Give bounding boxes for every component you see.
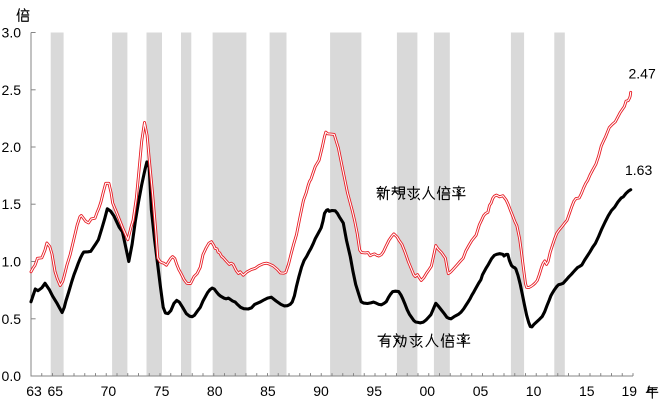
svg-text:19: 19 — [622, 383, 638, 399]
svg-text:15: 15 — [579, 383, 595, 399]
svg-text:75: 75 — [154, 383, 170, 399]
svg-text:00: 00 — [420, 383, 436, 399]
svg-text:63: 63 — [26, 383, 42, 399]
svg-text:1.63: 1.63 — [625, 162, 652, 178]
svg-text:0.5: 0.5 — [2, 311, 22, 327]
svg-text:2.5: 2.5 — [2, 82, 22, 98]
svg-text:85: 85 — [260, 383, 276, 399]
svg-text:80: 80 — [207, 383, 223, 399]
svg-text:0.0: 0.0 — [2, 368, 22, 384]
svg-text:3.0: 3.0 — [2, 25, 22, 41]
svg-text:05: 05 — [473, 383, 489, 399]
svg-text:65: 65 — [48, 383, 64, 399]
svg-text:2.47: 2.47 — [629, 66, 656, 82]
svg-text:10: 10 — [526, 383, 542, 399]
svg-text:95: 95 — [366, 383, 382, 399]
svg-text:1.0: 1.0 — [2, 254, 22, 270]
svg-text:1.5: 1.5 — [2, 196, 22, 212]
svg-text:2.0: 2.0 — [2, 139, 22, 155]
svg-text:70: 70 — [101, 383, 117, 399]
svg-text:90: 90 — [313, 383, 329, 399]
